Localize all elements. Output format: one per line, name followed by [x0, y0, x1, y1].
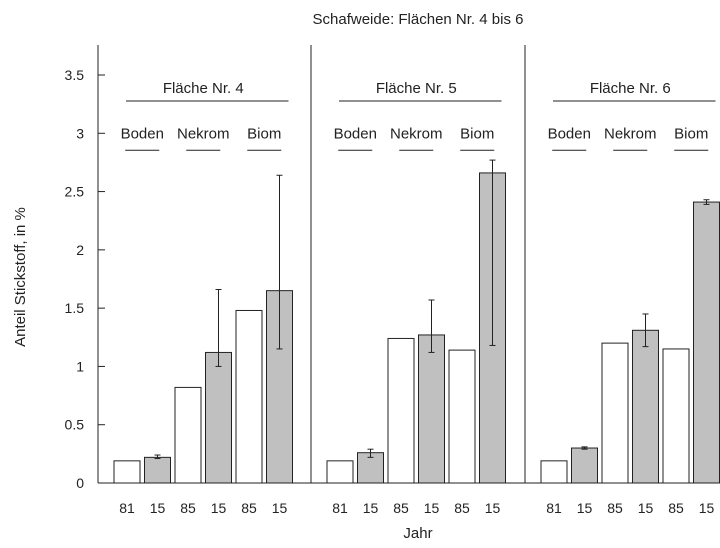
plot-area: 0 0.5 1 1.5 2 2.5 3 3.5 Fläche Nr. 4 Boden Nekrom B… — [65, 45, 720, 516]
x-tick-label: 15 — [272, 500, 288, 516]
y-axis-label: Anteil Stickstoff, in % — [12, 207, 29, 347]
bar — [144, 456, 171, 484]
bar — [571, 447, 598, 484]
x-tick-label: 81 — [546, 500, 562, 516]
bar — [632, 329, 659, 484]
x-axis-label: Jahr — [403, 525, 432, 542]
y-tick-label: 1 — [76, 358, 84, 374]
panel-title: Fläche Nr. 4 — [163, 80, 244, 97]
bar — [662, 348, 690, 484]
x-tick-label: 15 — [363, 500, 379, 516]
panel-title: Fläche Nr. 6 — [590, 80, 671, 97]
x-tick-label: 81 — [332, 500, 348, 516]
y-tick-label: 1.5 — [65, 300, 85, 316]
group-label: Nekrom — [390, 125, 443, 142]
bar — [326, 460, 354, 484]
x-tick-label: 15 — [577, 500, 593, 516]
x-tick-label: 81 — [119, 500, 135, 516]
x-tick-label: 15 — [150, 500, 166, 516]
y-tick-label: 3.5 — [65, 67, 85, 83]
chart-title: Schafweide: Flächen Nr. 4 bis 6 — [313, 11, 524, 28]
x-tick-label: 85 — [607, 500, 623, 516]
bar — [693, 201, 720, 484]
group-label: Biom — [460, 125, 494, 142]
x-tick-label: 15 — [424, 500, 440, 516]
x-tick-label: 15 — [211, 500, 227, 516]
panel-title: Fläche Nr. 5 — [376, 80, 457, 97]
x-tick-label: 85 — [393, 500, 409, 516]
group-label: Biom — [674, 125, 708, 142]
bar — [448, 349, 476, 484]
bar — [113, 460, 141, 484]
bar — [205, 351, 232, 484]
group-label: Nekrom — [177, 125, 230, 142]
y-tick-label: 0 — [76, 475, 84, 491]
group-label: Boden — [548, 125, 591, 142]
y-tick-label: 2 — [76, 242, 84, 258]
x-tick-label: 85 — [241, 500, 257, 516]
bar — [174, 386, 202, 484]
x-tick-label: 15 — [699, 500, 715, 516]
bar — [418, 334, 445, 484]
x-tick-label: 85 — [454, 500, 470, 516]
y-tick-label: 3 — [76, 125, 84, 141]
bar — [235, 309, 263, 484]
group-label: Biom — [247, 125, 281, 142]
group-label: Boden — [334, 125, 377, 142]
group-label: Nekrom — [604, 125, 657, 142]
x-tick-label: 85 — [668, 500, 684, 516]
x-tick-label: 15 — [638, 500, 654, 516]
x-tick-label: 15 — [485, 500, 501, 516]
group-label: Boden — [121, 125, 164, 142]
bar — [387, 337, 415, 484]
y-tick-label: 2.5 — [65, 184, 85, 200]
bar — [540, 460, 568, 484]
bar — [601, 342, 629, 484]
x-tick-label: 85 — [180, 500, 196, 516]
y-tick-label: 0.5 — [65, 417, 85, 433]
